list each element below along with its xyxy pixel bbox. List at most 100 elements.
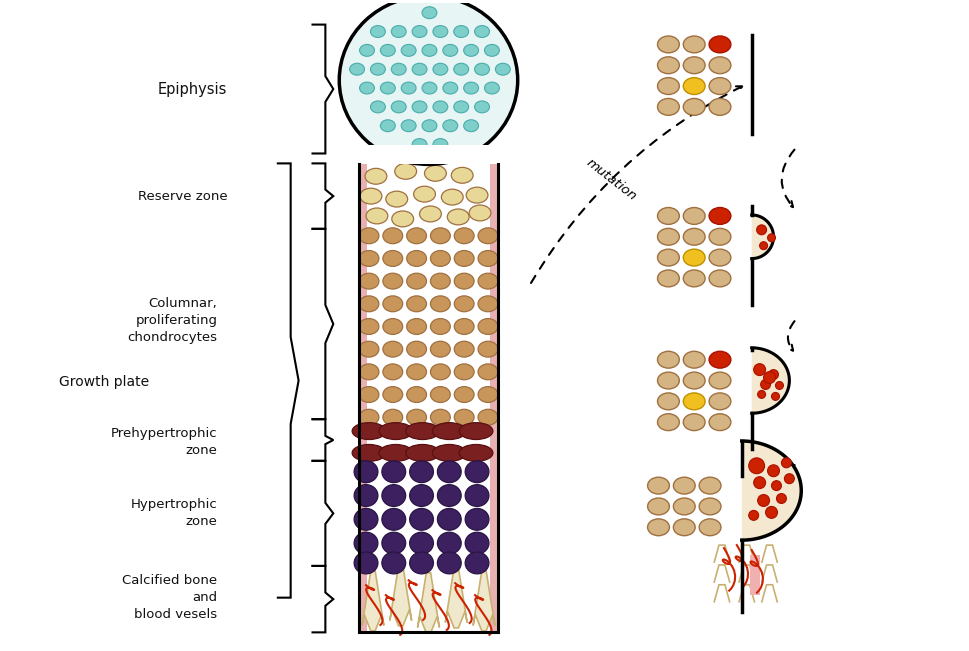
Ellipse shape [424, 165, 447, 181]
Ellipse shape [430, 387, 451, 402]
Ellipse shape [683, 77, 705, 94]
Ellipse shape [401, 120, 416, 132]
Ellipse shape [430, 409, 451, 425]
Ellipse shape [443, 120, 457, 132]
Ellipse shape [410, 552, 433, 574]
Ellipse shape [359, 273, 379, 289]
Ellipse shape [683, 393, 705, 409]
Ellipse shape [478, 273, 498, 289]
Circle shape [749, 458, 765, 474]
Ellipse shape [437, 484, 461, 506]
Ellipse shape [437, 533, 461, 554]
Ellipse shape [359, 228, 379, 243]
Bar [361, 145, 496, 165]
Ellipse shape [658, 57, 679, 74]
Ellipse shape [454, 318, 474, 335]
Ellipse shape [454, 341, 474, 357]
Text: Columnar,
proliferating
chondrocytes: Columnar, proliferating chondrocytes [127, 297, 217, 344]
PathPatch shape [390, 566, 412, 626]
Circle shape [771, 480, 781, 491]
Ellipse shape [422, 44, 437, 57]
Ellipse shape [354, 552, 378, 574]
Ellipse shape [448, 209, 469, 225]
Ellipse shape [437, 508, 461, 530]
Ellipse shape [437, 552, 461, 574]
Ellipse shape [382, 461, 406, 482]
Ellipse shape [700, 477, 721, 494]
Ellipse shape [350, 63, 364, 75]
Ellipse shape [453, 101, 469, 113]
Ellipse shape [407, 318, 426, 335]
Ellipse shape [366, 208, 388, 224]
Ellipse shape [454, 273, 474, 289]
Ellipse shape [432, 422, 466, 439]
Polygon shape [742, 441, 801, 540]
Ellipse shape [359, 364, 379, 380]
Ellipse shape [407, 341, 426, 357]
Ellipse shape [412, 25, 427, 38]
Ellipse shape [383, 251, 403, 266]
Ellipse shape [354, 508, 378, 530]
Ellipse shape [709, 414, 731, 430]
Ellipse shape [407, 228, 426, 243]
Ellipse shape [709, 229, 731, 245]
Ellipse shape [673, 498, 695, 515]
Ellipse shape [683, 414, 705, 430]
Ellipse shape [478, 251, 498, 266]
Ellipse shape [414, 186, 435, 202]
Ellipse shape [658, 352, 679, 368]
Ellipse shape [683, 98, 705, 115]
Ellipse shape [466, 187, 488, 203]
Ellipse shape [354, 533, 378, 554]
Circle shape [757, 225, 766, 235]
Circle shape [764, 372, 775, 383]
Ellipse shape [709, 393, 731, 409]
Ellipse shape [658, 208, 679, 225]
Ellipse shape [430, 228, 451, 243]
Ellipse shape [475, 63, 489, 75]
PathPatch shape [473, 571, 495, 631]
Ellipse shape [370, 25, 386, 38]
Ellipse shape [478, 364, 498, 380]
PathPatch shape [446, 568, 467, 628]
Ellipse shape [383, 273, 403, 289]
Ellipse shape [407, 296, 426, 312]
Ellipse shape [386, 191, 408, 207]
Ellipse shape [709, 208, 731, 225]
Ellipse shape [452, 167, 473, 183]
Ellipse shape [709, 249, 731, 266]
Circle shape [761, 380, 770, 389]
Ellipse shape [354, 461, 378, 482]
Ellipse shape [433, 139, 448, 150]
Ellipse shape [495, 63, 511, 75]
Polygon shape [752, 215, 773, 258]
Ellipse shape [381, 82, 395, 94]
Ellipse shape [683, 270, 705, 287]
Ellipse shape [459, 422, 493, 439]
Ellipse shape [382, 533, 406, 554]
Ellipse shape [709, 372, 731, 389]
Ellipse shape [647, 498, 670, 515]
Ellipse shape [465, 484, 489, 506]
Ellipse shape [453, 63, 469, 75]
Ellipse shape [383, 318, 403, 335]
Ellipse shape [359, 296, 379, 312]
Text: Calcified bone
and
blood vesels: Calcified bone and blood vesels [122, 574, 217, 621]
Ellipse shape [658, 229, 679, 245]
Ellipse shape [354, 484, 378, 506]
Ellipse shape [709, 36, 731, 53]
Bar [359, 165, 367, 632]
Polygon shape [752, 348, 790, 413]
Circle shape [771, 393, 779, 400]
Ellipse shape [391, 25, 406, 38]
Ellipse shape [464, 82, 479, 94]
Ellipse shape [658, 393, 679, 409]
Ellipse shape [430, 296, 451, 312]
Ellipse shape [709, 352, 731, 368]
Ellipse shape [422, 7, 437, 19]
Ellipse shape [709, 270, 731, 287]
Ellipse shape [430, 341, 451, 357]
Circle shape [758, 495, 769, 506]
Text: Hypertrophic
zone: Hypertrophic zone [131, 499, 217, 529]
Ellipse shape [443, 82, 457, 94]
